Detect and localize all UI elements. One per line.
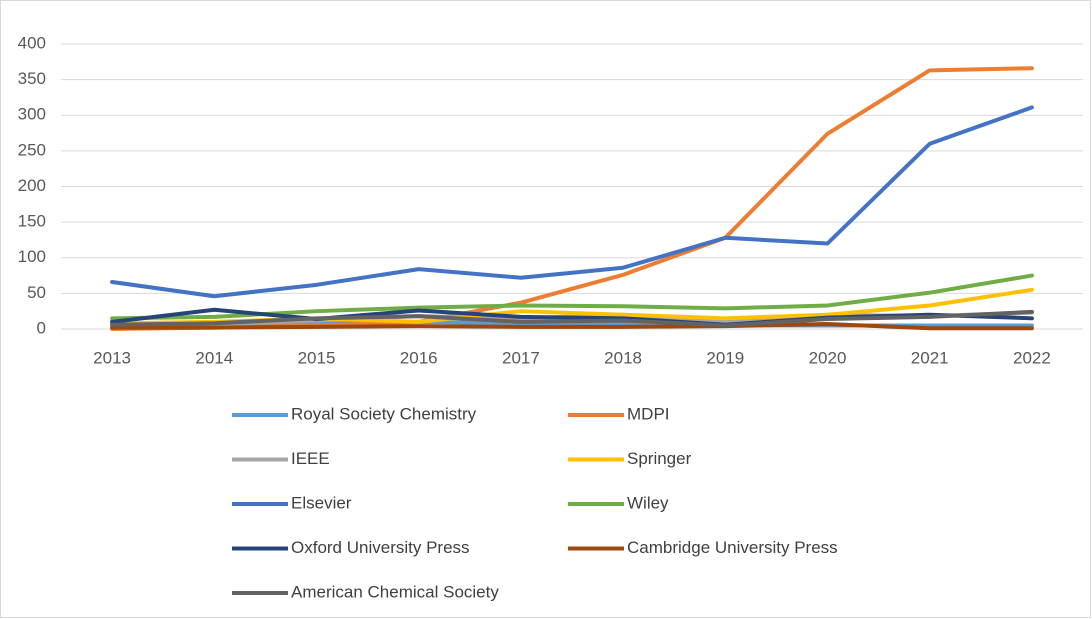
x-tick-label: 2015 bbox=[298, 348, 336, 367]
legend-label: Springer bbox=[627, 449, 692, 468]
x-tick-label: 2014 bbox=[195, 348, 233, 367]
legend-label: Cambridge University Press bbox=[627, 538, 838, 557]
y-tick-label: 400 bbox=[18, 33, 46, 52]
y-tick-label: 350 bbox=[18, 69, 46, 88]
legend-label: IEEE bbox=[291, 449, 330, 468]
legend-label: Wiley bbox=[627, 493, 669, 512]
y-tick-label: 100 bbox=[18, 247, 46, 266]
x-tick-label: 2019 bbox=[706, 348, 744, 367]
y-tick-label: 300 bbox=[18, 105, 46, 124]
y-tick-label: 200 bbox=[18, 176, 46, 195]
series-line bbox=[110, 105, 1034, 299]
x-tick-label: 2017 bbox=[502, 348, 540, 367]
legend-label: MDPI bbox=[627, 404, 670, 423]
legend-label: Elsevier bbox=[291, 493, 352, 512]
x-tick-label: 2020 bbox=[809, 348, 847, 367]
legend: Royal Society Chemistry MDPI IEEE Springer E… bbox=[232, 404, 838, 601]
series-line bbox=[110, 322, 1034, 331]
legend-label: Royal Society Chemistry bbox=[291, 404, 477, 423]
legend-label: American Chemical Society bbox=[291, 582, 499, 601]
legend-label: Oxford University Press bbox=[291, 538, 470, 557]
y-tick-label: 50 bbox=[27, 283, 46, 302]
x-tick-label: 2018 bbox=[604, 348, 642, 367]
y-tick-label: 0 bbox=[37, 318, 46, 337]
x-tick-label: 2022 bbox=[1013, 348, 1051, 367]
series-line bbox=[110, 309, 1034, 328]
y-tick-label: 150 bbox=[18, 212, 46, 231]
x-tick-label: 2016 bbox=[400, 348, 438, 367]
x-tick-label: 2013 bbox=[93, 348, 131, 367]
y-tick-label: 250 bbox=[18, 140, 46, 159]
x-tick-label: 2021 bbox=[911, 348, 949, 367]
